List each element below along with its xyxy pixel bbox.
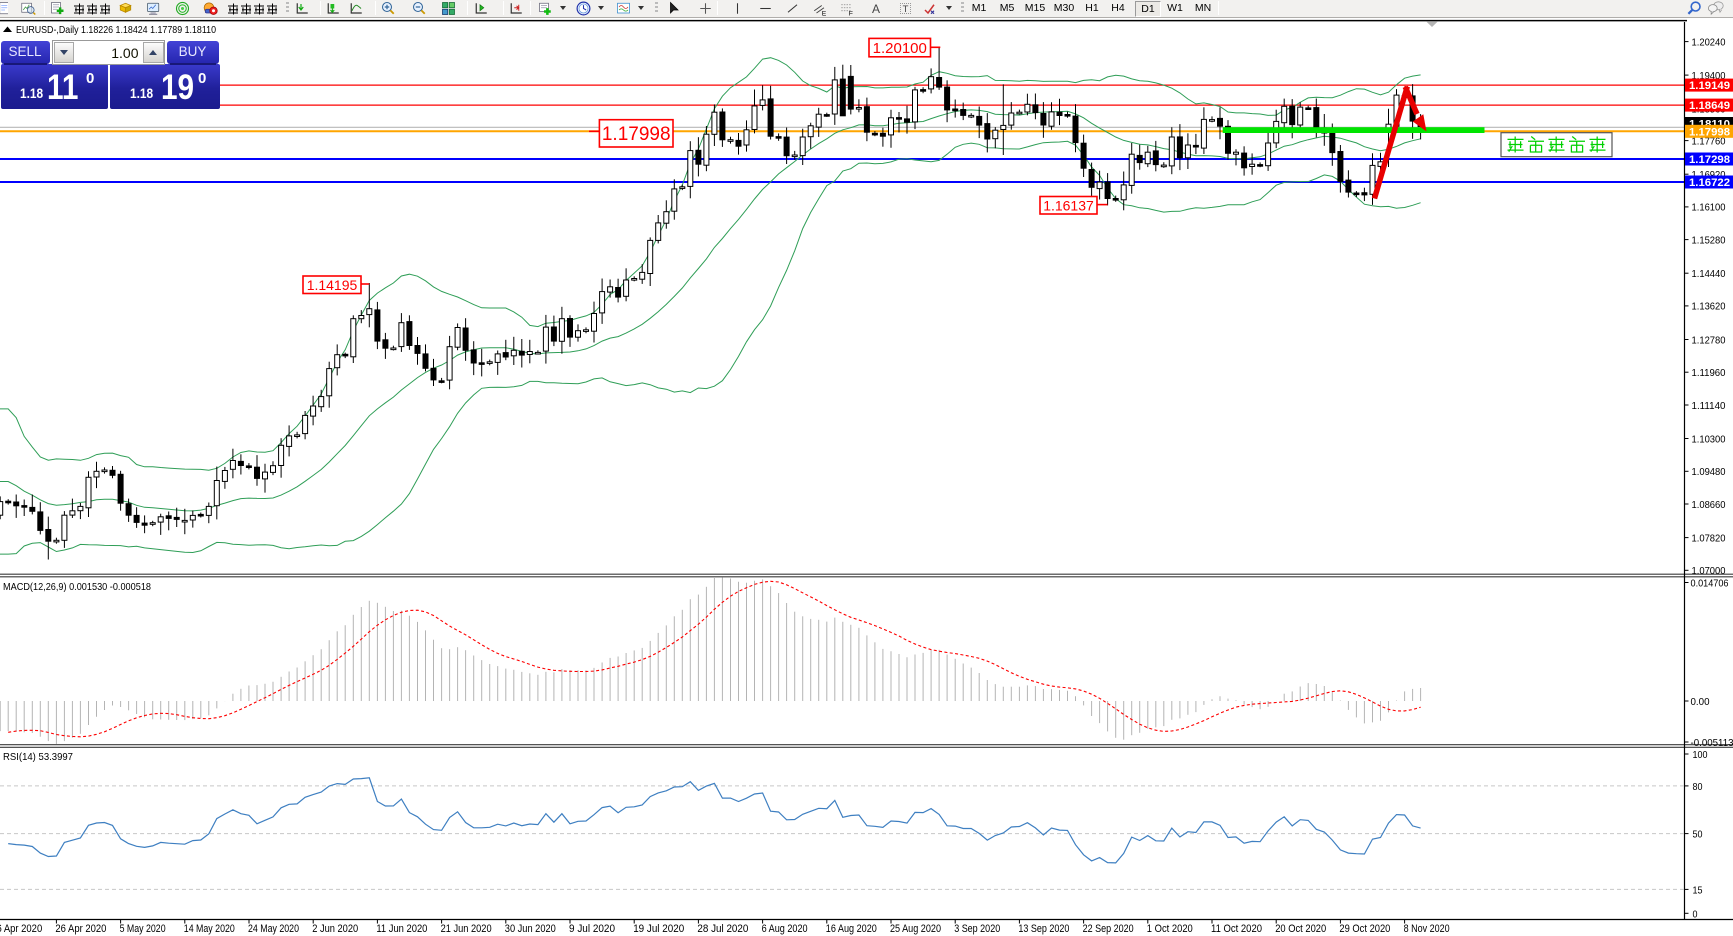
svg-text:1.11140: 1.11140	[1692, 400, 1726, 412]
svg-text:8 Nov 2020: 8 Nov 2020	[1404, 923, 1450, 935]
svg-text:1.14440: 1.14440	[1692, 268, 1726, 280]
svg-text:1 Oct 2020: 1 Oct 2020	[1147, 923, 1193, 935]
svg-text:1.17998: 1.17998	[602, 124, 671, 145]
svg-text:F: F	[849, 10, 853, 16]
svg-text:1.08660: 1.08660	[1692, 499, 1726, 511]
svg-text:1.18649: 1.18649	[1689, 100, 1730, 112]
svg-text:1.09480: 1.09480	[1692, 466, 1726, 478]
svg-text:9 Jul 2020: 9 Jul 2020	[569, 923, 615, 935]
svg-text:1.14195: 1.14195	[307, 277, 358, 293]
svg-text:1.20240: 1.20240	[1692, 36, 1726, 48]
svg-text:14 May 2020: 14 May 2020	[184, 923, 235, 935]
svg-text:16 Aug 2020: 16 Aug 2020	[826, 923, 877, 935]
svg-text:28 Jul 2020: 28 Jul 2020	[697, 923, 748, 935]
svg-text:20 Oct 2020: 20 Oct 2020	[1275, 923, 1326, 935]
svg-text:3 Sep 2020: 3 Sep 2020	[954, 923, 1000, 935]
svg-text:1.15280: 1.15280	[1692, 234, 1726, 246]
svg-text:1.17760: 1.17760	[1692, 135, 1726, 147]
svg-text:11 Oct 2020: 11 Oct 2020	[1211, 923, 1262, 935]
svg-text:1.16137: 1.16137	[1043, 197, 1094, 213]
svg-text:16 Apr 2020: 16 Apr 2020	[0, 923, 42, 935]
svg-text:1.07820: 1.07820	[1692, 532, 1726, 544]
svg-text:6 Aug 2020: 6 Aug 2020	[762, 923, 808, 935]
svg-text:MACD(12,26,9) 0.001530 -0.0005: MACD(12,26,9) 0.001530 -0.000518	[3, 581, 151, 593]
svg-text:1.16722: 1.16722	[1689, 177, 1730, 189]
svg-text:RSI(14) 53.3997: RSI(14) 53.3997	[3, 751, 73, 763]
svg-text:0: 0	[1693, 908, 1698, 920]
svg-text:1.17998: 1.17998	[1689, 126, 1730, 138]
svg-text:24 May 2020: 24 May 2020	[248, 923, 299, 935]
svg-text:11 Jun 2020: 11 Jun 2020	[376, 923, 427, 935]
svg-text:2 Jun 2020: 2 Jun 2020	[312, 923, 358, 935]
svg-text:19 Jul 2020: 19 Jul 2020	[633, 923, 684, 935]
svg-text:0.00: 0.00	[1691, 696, 1710, 708]
svg-text:100: 100	[1693, 749, 1708, 761]
svg-text:1.12780: 1.12780	[1692, 334, 1726, 346]
svg-text:15: 15	[1693, 884, 1703, 896]
svg-text:E: E	[822, 10, 827, 16]
svg-text:25 Aug 2020: 25 Aug 2020	[890, 923, 941, 935]
svg-text:26 Apr 2020: 26 Apr 2020	[55, 923, 106, 935]
svg-text:1.07000: 1.07000	[1692, 565, 1726, 577]
svg-text:0.014706: 0.014706	[1691, 578, 1729, 590]
svg-text:22 Sep 2020: 22 Sep 2020	[1083, 923, 1134, 935]
svg-text:1.10300: 1.10300	[1692, 433, 1726, 445]
svg-text:5 May 2020: 5 May 2020	[120, 923, 166, 935]
svg-text:29 Oct 2020: 29 Oct 2020	[1339, 923, 1390, 935]
svg-text:50: 50	[1693, 829, 1703, 841]
svg-text:1.13620: 1.13620	[1692, 301, 1726, 313]
svg-text:80: 80	[1693, 781, 1703, 793]
svg-text:1.19149: 1.19149	[1689, 80, 1730, 92]
svg-text:1.11960: 1.11960	[1692, 367, 1726, 379]
svg-text:EURUSD-,Daily 1.18226 1.18424: EURUSD-,Daily 1.18226 1.18424 1.17789 1.…	[16, 25, 216, 36]
svg-text:1.17298: 1.17298	[1689, 154, 1730, 166]
svg-text:-0.005113: -0.005113	[1691, 737, 1733, 749]
svg-text:21 Jun 2020: 21 Jun 2020	[441, 923, 492, 935]
svg-text:30 Jun 2020: 30 Jun 2020	[505, 923, 556, 935]
svg-text:1.20100: 1.20100	[873, 40, 927, 57]
svg-text:13 Sep 2020: 13 Sep 2020	[1018, 923, 1069, 935]
svg-text:1.16100: 1.16100	[1692, 202, 1726, 214]
